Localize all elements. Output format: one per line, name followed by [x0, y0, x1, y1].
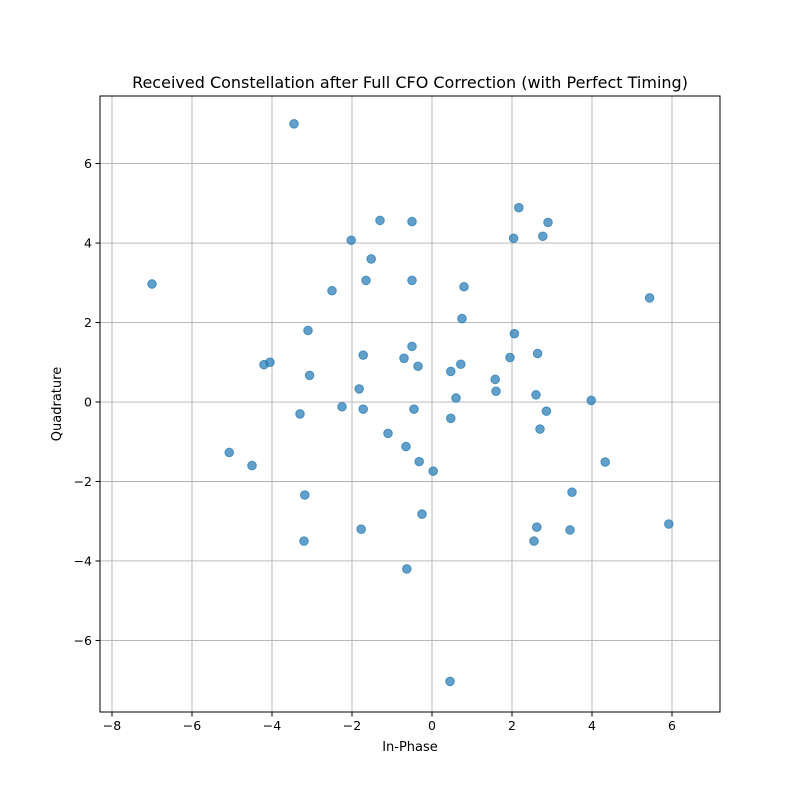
scatter-point — [375, 215, 385, 226]
scatter-point — [538, 231, 548, 242]
scatter-point — [586, 395, 597, 406]
scatter-point — [509, 328, 520, 339]
scatter-point — [358, 350, 369, 360]
scatter-point — [407, 216, 417, 227]
x-tick-label: −2 — [343, 718, 361, 733]
scatter-point — [289, 119, 299, 129]
y-tick-label: −6 — [74, 633, 92, 648]
scatter-point — [407, 341, 417, 352]
y-tick-label: 6 — [84, 156, 92, 171]
scatter-point — [247, 460, 257, 471]
scatter-point — [407, 275, 417, 286]
scatter-point — [356, 524, 367, 534]
x-tick-label: 0 — [428, 718, 436, 733]
scatter-point — [337, 401, 347, 412]
scatter-point — [446, 413, 456, 424]
chart-title: Received Constellation after Full CFO Co… — [132, 73, 688, 92]
scatter-point — [417, 509, 427, 519]
plot-area-frame — [99, 95, 721, 713]
scatter-point — [457, 313, 467, 324]
x-tick-label: −4 — [263, 718, 281, 733]
scatter-point — [531, 390, 541, 400]
scatter-point — [543, 217, 553, 228]
scatter-point — [451, 393, 461, 403]
scatter-point — [358, 404, 369, 414]
x-tick-label: 6 — [668, 718, 676, 733]
scatter-point — [346, 235, 357, 246]
scatter-point — [259, 359, 269, 370]
scatter-point — [361, 275, 371, 286]
x-axis-label: In-Phase — [382, 740, 438, 755]
scatter-point — [383, 428, 393, 439]
y-tick-label: 4 — [84, 236, 92, 251]
y-tick-label: 0 — [84, 395, 92, 410]
y-tick-label: −4 — [74, 553, 92, 568]
scatter-point — [491, 386, 501, 397]
scatter-point — [529, 536, 539, 546]
scatter-point — [446, 366, 456, 377]
scatter-point — [600, 457, 611, 467]
scatter-point — [456, 359, 466, 370]
scatter-point — [445, 676, 455, 687]
scatter-point — [428, 466, 439, 476]
scatter-point — [224, 447, 234, 458]
scatter-point — [514, 202, 524, 213]
scatter-point — [299, 536, 309, 546]
scatter-point — [414, 456, 425, 467]
scatter-point — [399, 353, 409, 364]
scatter-point — [459, 281, 469, 292]
scatter-point — [505, 352, 515, 363]
scatter-point — [664, 519, 674, 529]
y-tick-label: 2 — [84, 315, 92, 330]
x-tick-label: 2 — [508, 718, 516, 733]
scatter-point — [644, 293, 655, 303]
scatter-point — [567, 487, 577, 498]
y-tick-label: −2 — [74, 474, 92, 489]
scatter-point — [565, 525, 575, 535]
scatter-point — [541, 406, 552, 416]
axis-ticks: −8 −6 −4 −2 0 2 4 6 −6 −4 −2 0 2 4 6 — [74, 156, 676, 733]
data-points — [147, 119, 674, 687]
scatter-point — [402, 564, 412, 574]
x-tick-label: −6 — [183, 718, 201, 733]
scatter-point — [508, 233, 519, 244]
scatter-point — [304, 370, 315, 381]
scatter-point — [147, 279, 157, 289]
scatter-point — [295, 409, 305, 419]
scatter-point — [532, 522, 542, 533]
scatter-point — [300, 490, 310, 500]
scatter-point — [354, 384, 365, 394]
scatter-point — [490, 374, 501, 385]
scatter-point — [532, 348, 543, 359]
scatter-point — [327, 285, 337, 296]
scatter-point — [366, 254, 377, 264]
scatter-point — [401, 441, 411, 452]
grid-lines — [100, 96, 720, 712]
scatter-point — [409, 404, 419, 414]
x-tick-label: −8 — [103, 718, 121, 733]
x-tick-label: 4 — [588, 718, 596, 733]
scatter-point — [303, 325, 313, 336]
scatter-point — [413, 361, 423, 372]
y-axis-label: Quadrature — [50, 367, 65, 441]
scatter-point — [535, 424, 545, 434]
